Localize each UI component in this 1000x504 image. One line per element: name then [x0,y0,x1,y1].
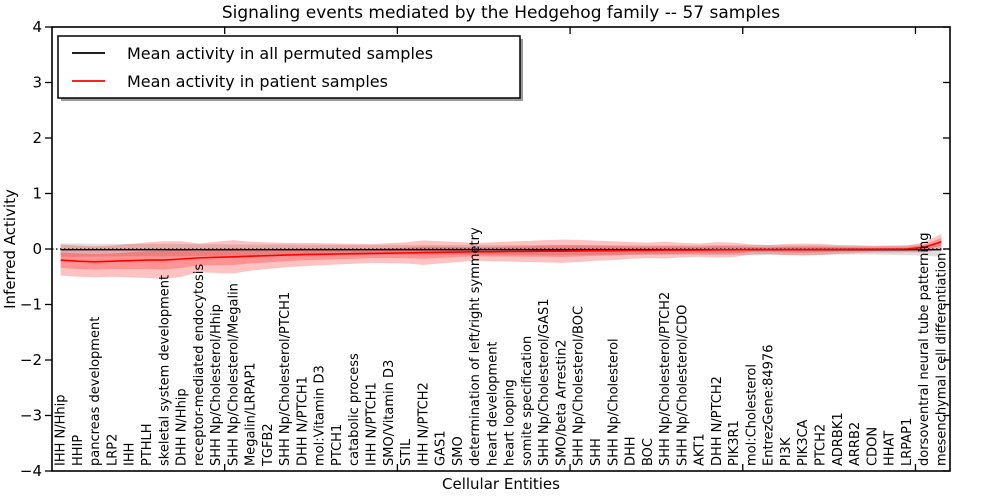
legend-box [57,35,521,99]
x-tick-label: PI3K [779,437,794,466]
chart-title: Signaling events mediated by the Hedgeho… [222,3,780,23]
x-tick-label: SHH Np/Cholesterol/PTCH1 [278,292,293,466]
x-tick-label: SHH Np/Cholesterol [606,338,621,466]
x-tick-label: IHH N/Hhip [54,395,69,467]
x-tick-label: PTHLH [140,423,155,466]
x-tick-label: PTCH2 [813,424,828,466]
x-tick-label: BOC [641,438,656,466]
x-tick-label: HHAT [883,431,898,466]
x-tick-label: SHH Np/Cholesterol/PTCH2 [658,292,673,466]
legend-label-permuted: Mean activity in all permuted samples [127,44,433,63]
y-axis-label: Inferred Activity [1,189,19,309]
x-tick-label: SMO [451,436,466,466]
y-tick-label: −1 [20,296,42,314]
series-lines [52,241,950,263]
patient-2std-band [60,234,942,279]
x-axis-label: Cellular Entities [442,475,560,493]
x-tick-label: IHH N/PTCH2 [416,382,431,466]
x-tick-label: PTCH1 [330,424,345,466]
x-tick-label: mol:Cholesterol [744,364,759,466]
x-tick-label: GAS1 [434,431,449,467]
patient-1std-band [60,237,942,270]
x-tick-label: heart development [485,341,500,466]
x-tick-label: PIK3R1 [727,420,742,466]
legend-label-patient: Mean activity in patient samples [127,72,388,91]
x-tick-label: SHH Np/Cholesterol/Megalin [226,283,241,466]
y-tick-label: 0 [32,240,42,258]
x-tick-label: SMO/beta Arrestin2 [554,339,569,466]
x-tick-label: PIK3CA [796,419,811,466]
x-tick-label: SHH [589,438,604,466]
x-tick-label: LRPAP1 [900,418,915,466]
x-tick-label: SHH Np/Cholesterol/Hhip [209,304,224,466]
x-tick-label: somite specification [520,336,535,466]
x-tick-label: SHH Np/Cholesterol/CDO [675,305,690,466]
x-tick-label: IHH N/PTCH1 [364,382,379,466]
legend: Mean activity in all permuted samples Me… [57,35,523,101]
y-tick-label: −2 [20,351,42,369]
x-tick-label: dorsoventral neural tube patterning [917,233,932,466]
x-tick-label: determination of left/right symmetry [468,227,483,466]
axis-tick-labels: 4 3 2 1 0 −1 −2 −3 −4 IHH N/Hhip HHIP pancreas deve… [20,18,949,480]
x-tick-label: IHH [123,443,138,466]
x-tick-label: CDON [865,427,880,466]
x-tick-label: ADRBK1 [831,412,846,466]
x-tick-label: mol:Vitamin D3 [313,365,328,466]
x-tick-label: HHIP [71,435,86,466]
x-tick-label: heart looping [503,379,518,466]
x-tick-label: SHH Np/Cholesterol/GAS1 [537,298,552,466]
x-tick-label: AKT1 [693,433,708,466]
y-tick-label: 2 [32,129,42,147]
x-tick-label: ARRB2 [848,422,863,466]
y-tick-label: 3 [32,74,42,92]
x-tick-label: LRP2 [105,434,120,466]
x-tick-label: receptor-mediated endocytosis [192,264,207,466]
y-tick-label: −3 [20,407,42,425]
x-tick-label: DHH N/PTCH1 [295,376,310,466]
x-tick-label: skeletal system development [157,275,172,466]
y-tick-label: 4 [32,18,42,36]
y-tick-label: −4 [20,462,42,480]
patient-mean-line [60,241,942,263]
x-tick-label: mesenchymal cell differentiation [934,253,949,466]
x-tick-label: EntrezGene:84976 [762,345,777,466]
x-tick-label: pancreas development [88,317,103,466]
x-tick-label: SMO/Vitamin D3 [382,360,397,466]
x-tick-label: DHH N/Hhip [175,388,190,466]
x-tick-label: TGFB2 [261,423,276,467]
x-tick-label: DHH [624,436,639,466]
y-tick-label: 1 [32,185,42,203]
x-tick-label: SHH Np/Cholesterol/BOC [572,306,587,466]
x-tick-label: Megalin/LRPAP1 [244,362,259,466]
x-tick-label: STIL [399,438,414,466]
x-tick-label: catabolic process [347,353,362,466]
plot-frame [51,26,951,472]
x-tick-label: DHH N/PTCH2 [710,376,725,466]
